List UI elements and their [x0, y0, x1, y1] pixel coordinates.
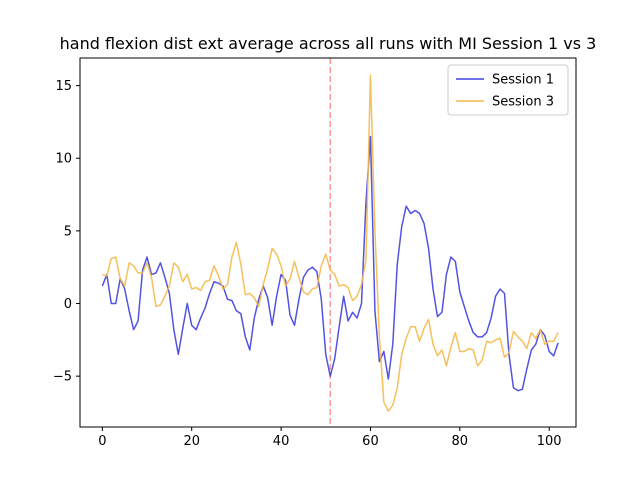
- series-line-session-1: [101, 135, 559, 392]
- plot-area: 0 20 40 60 80 100 −5 0 5 10 15: [53, 57, 577, 449]
- x-tick-label: 100: [537, 434, 562, 449]
- legend-box: [447, 64, 569, 116]
- y-tick-label: 10: [55, 152, 72, 167]
- chart-title: hand flexion dist ext average across all…: [60, 34, 597, 53]
- y-tick-label: 5: [64, 224, 72, 239]
- y-tick-label: 15: [55, 79, 72, 94]
- x-tick-label: 20: [183, 434, 200, 449]
- series-line-session-3: [102, 74, 559, 412]
- x-tick-label: 60: [362, 434, 379, 449]
- axes-frame: [79, 57, 577, 428]
- y-tick-label: −5: [53, 370, 72, 385]
- y-tick-label: 0: [64, 297, 72, 312]
- x-tick-label: 80: [452, 434, 469, 449]
- legend-label: Session 3: [492, 95, 554, 110]
- x-tick-label: 40: [273, 434, 290, 449]
- x-tick-label: 0: [98, 434, 106, 449]
- legend: Session 1 Session 3: [447, 64, 569, 116]
- legend-label: Session 1: [492, 73, 554, 88]
